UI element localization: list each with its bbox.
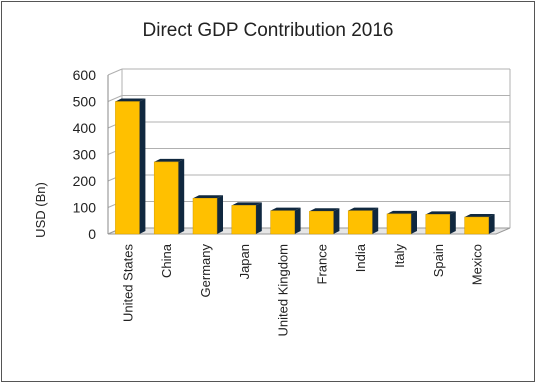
bar-italy bbox=[386, 210, 417, 235]
bar-top bbox=[154, 158, 185, 162]
y-tick-label: 400 bbox=[73, 120, 97, 136]
bar-top bbox=[231, 202, 262, 206]
bar-france bbox=[309, 208, 340, 235]
x-tick-label: India bbox=[353, 243, 368, 272]
x-tick-label: United Kingdom bbox=[276, 244, 291, 337]
bar-side bbox=[217, 195, 223, 234]
bar-top bbox=[115, 98, 146, 102]
x-tick-labels: United States China Germany Japan United Kin… bbox=[120, 243, 484, 336]
y-tick-labels: 0 100 200 300 400 500 600 bbox=[73, 67, 97, 242]
y-tick-label: 300 bbox=[73, 147, 97, 163]
y-tick-label: 200 bbox=[73, 173, 97, 189]
y-tick-label: 100 bbox=[73, 200, 97, 216]
bar-top bbox=[464, 214, 495, 218]
bar-side bbox=[139, 98, 146, 234]
bar-china bbox=[153, 158, 185, 235]
gridline-depth-600 bbox=[107, 68, 123, 76]
x-tick-label: France bbox=[314, 244, 329, 284]
bar-front bbox=[192, 197, 218, 235]
bar-side bbox=[449, 211, 456, 234]
x-tick-label: China bbox=[159, 243, 174, 278]
bar-top bbox=[309, 208, 340, 212]
gridline-depth-500 bbox=[107, 95, 123, 102]
bar-front bbox=[347, 210, 373, 235]
bar-top bbox=[193, 195, 223, 199]
y-axis-label: USD (Bn) bbox=[33, 182, 48, 238]
y-tick-label: 600 bbox=[73, 67, 97, 83]
gridlines bbox=[107, 68, 511, 235]
chart-title: Direct GDP Contribution 2016 bbox=[142, 20, 394, 41]
bar-side bbox=[294, 207, 301, 234]
x-tick-label: Germany bbox=[198, 244, 213, 298]
bar-top bbox=[270, 207, 301, 211]
bar-front bbox=[309, 210, 334, 235]
x-tick-label: Mexico bbox=[470, 244, 485, 285]
bar-germany bbox=[192, 195, 223, 235]
y-tick-label: 500 bbox=[73, 94, 97, 110]
x-tick-label: Japan bbox=[237, 244, 252, 279]
bar-front bbox=[386, 213, 412, 235]
bar-japan bbox=[231, 202, 262, 235]
y-tick-label: 0 bbox=[88, 226, 96, 242]
bar-united-states bbox=[115, 98, 146, 235]
bar-side bbox=[372, 207, 379, 234]
x-tick-label: United States bbox=[120, 244, 135, 323]
bar-top bbox=[387, 210, 417, 214]
bars bbox=[115, 98, 495, 235]
bar-side bbox=[255, 202, 262, 234]
bar-side bbox=[333, 208, 340, 234]
bar-side bbox=[178, 158, 185, 234]
bar-front bbox=[464, 216, 489, 235]
bar-spain bbox=[425, 211, 456, 235]
bar-front bbox=[425, 214, 451, 235]
bar-side bbox=[411, 210, 417, 234]
x-tick-label: Italy bbox=[392, 244, 407, 268]
bar-side bbox=[488, 214, 495, 234]
bar-india bbox=[347, 207, 379, 235]
bar-front bbox=[270, 210, 295, 235]
bar-mexico bbox=[464, 214, 495, 235]
bar-top bbox=[348, 207, 379, 211]
x-tick-label: Spain bbox=[431, 244, 446, 277]
bar-front bbox=[115, 101, 140, 235]
bar-top bbox=[425, 211, 456, 215]
bar-front bbox=[153, 161, 179, 235]
bar-united-kingdom bbox=[270, 207, 301, 235]
bar-front bbox=[231, 205, 257, 235]
